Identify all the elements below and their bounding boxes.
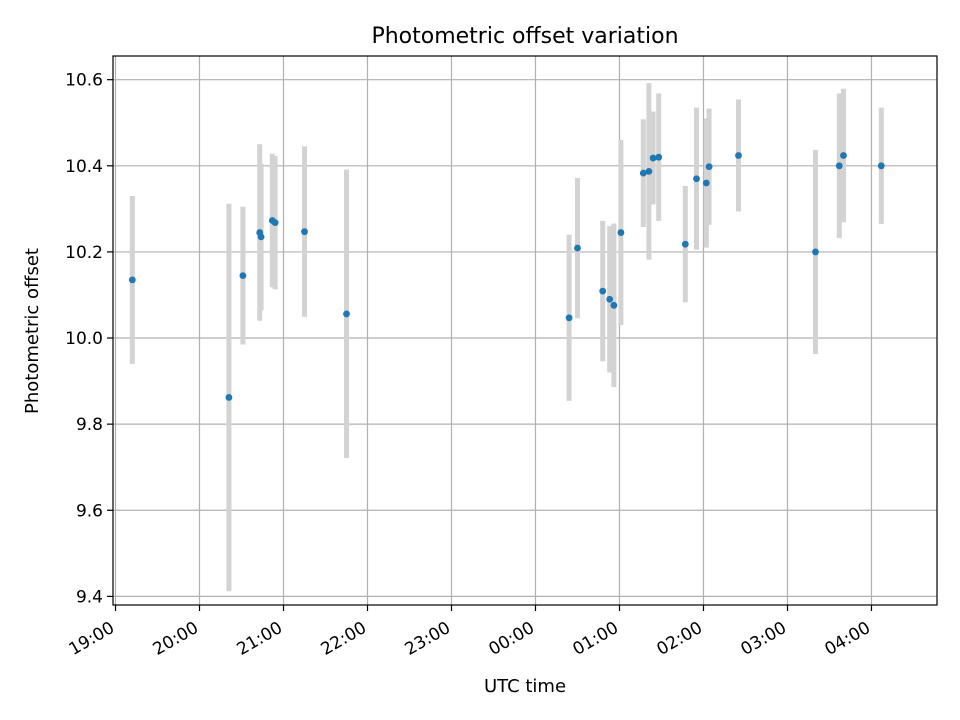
- y-tick-label: 9.8: [76, 415, 103, 435]
- data-point: [610, 301, 618, 309]
- data-point: [257, 233, 265, 241]
- data-point: [702, 179, 710, 187]
- data-point: [645, 167, 653, 175]
- plot-frame: [112, 55, 938, 606]
- data-point: [565, 314, 573, 322]
- grid: [113, 56, 937, 605]
- data-point: [343, 310, 350, 318]
- data-point: [812, 248, 819, 256]
- data-point: [639, 169, 647, 177]
- y-tick-label: 10.4: [65, 157, 103, 177]
- data-point: [649, 154, 657, 162]
- y-tick-label: 9.6: [76, 501, 103, 521]
- data-point: [681, 240, 689, 248]
- data-point: [840, 152, 847, 159]
- data-point: [877, 162, 885, 170]
- data-point: [835, 162, 843, 170]
- data-point: [225, 394, 233, 401]
- chart-title: Photometric offset variation: [371, 24, 678, 49]
- data-point: [271, 219, 279, 227]
- y-tick-label: 10.0: [65, 329, 103, 349]
- y-tick-label: 9.4: [76, 587, 103, 607]
- y-axis-label: Photometric offset: [22, 248, 43, 414]
- data-point: [655, 153, 663, 161]
- data-point: [693, 175, 700, 183]
- y-tick-label: 10.6: [65, 71, 103, 91]
- data-point: [606, 295, 614, 303]
- y-tick-label: 10.2: [65, 243, 103, 263]
- data-point: [705, 163, 713, 171]
- data-point: [735, 152, 742, 159]
- data-point: [301, 228, 308, 236]
- data-point: [617, 229, 625, 236]
- x-axis-label: UTC time: [484, 676, 566, 697]
- data-point: [574, 244, 581, 252]
- data-points: [128, 152, 885, 401]
- data-point: [128, 276, 136, 284]
- data-point: [239, 272, 247, 279]
- data-point: [599, 287, 607, 295]
